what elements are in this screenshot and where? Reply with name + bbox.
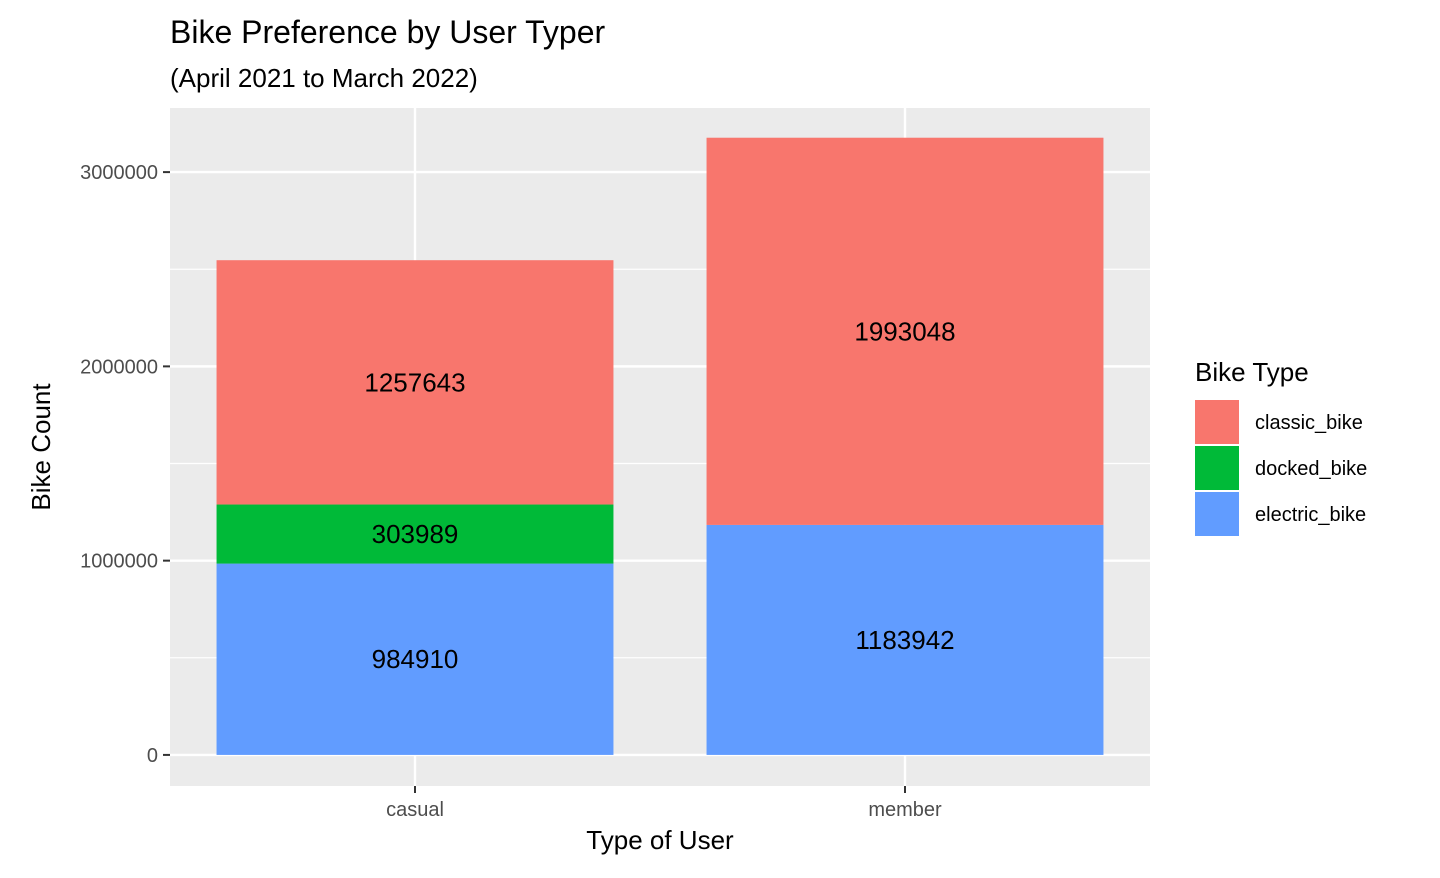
legend-key-classic_bike xyxy=(1195,400,1239,444)
legend-key-electric_bike xyxy=(1195,492,1239,536)
data-label: 984910 xyxy=(372,644,459,674)
x-axis-title: Type of User xyxy=(586,825,734,855)
x-axis: casual member xyxy=(386,786,942,821)
y-tick-label: 2000000 xyxy=(80,356,158,378)
chart-subtitle: (April 2021 to March 2022) xyxy=(170,63,478,93)
legend-key-docked_bike xyxy=(1195,446,1239,490)
bar-electric_bike-casual xyxy=(216,563,614,755)
data-label: 1183942 xyxy=(855,625,954,655)
chart-title: Bike Preference by User Typer xyxy=(170,14,606,50)
bars xyxy=(216,137,1104,755)
bar-labels: 984910 303989 1257643 1183942 1993048 xyxy=(364,316,955,674)
y-tick-label: 0 xyxy=(147,745,158,767)
y-tick-label: 3000000 xyxy=(80,162,158,184)
legend-label: docked_bike xyxy=(1255,458,1367,480)
y-axis-title: Bike Count xyxy=(26,383,56,511)
x-tick-label: casual xyxy=(386,799,444,821)
bar-electric_bike-member xyxy=(706,524,1104,755)
legend-label: electric_bike xyxy=(1255,504,1366,526)
legend-label: classic_bike xyxy=(1255,412,1363,434)
bar-classic_bike-casual xyxy=(216,260,614,505)
data-label: 1257643 xyxy=(364,367,465,397)
y-tick-label: 1000000 xyxy=(80,551,158,573)
x-tick-label: member xyxy=(868,799,942,821)
data-label: 1993048 xyxy=(854,316,955,346)
legend: Bike Type classic_bike docked_bikeelectri… xyxy=(1195,357,1367,536)
data-label: 303989 xyxy=(372,519,459,549)
legend-title: Bike Type xyxy=(1195,357,1309,387)
bar-docked_bike-casual xyxy=(216,504,614,564)
y-axis: 0 1000000 2000000 3000000 xyxy=(80,162,170,767)
bar-classic_bike-member xyxy=(706,137,1104,525)
